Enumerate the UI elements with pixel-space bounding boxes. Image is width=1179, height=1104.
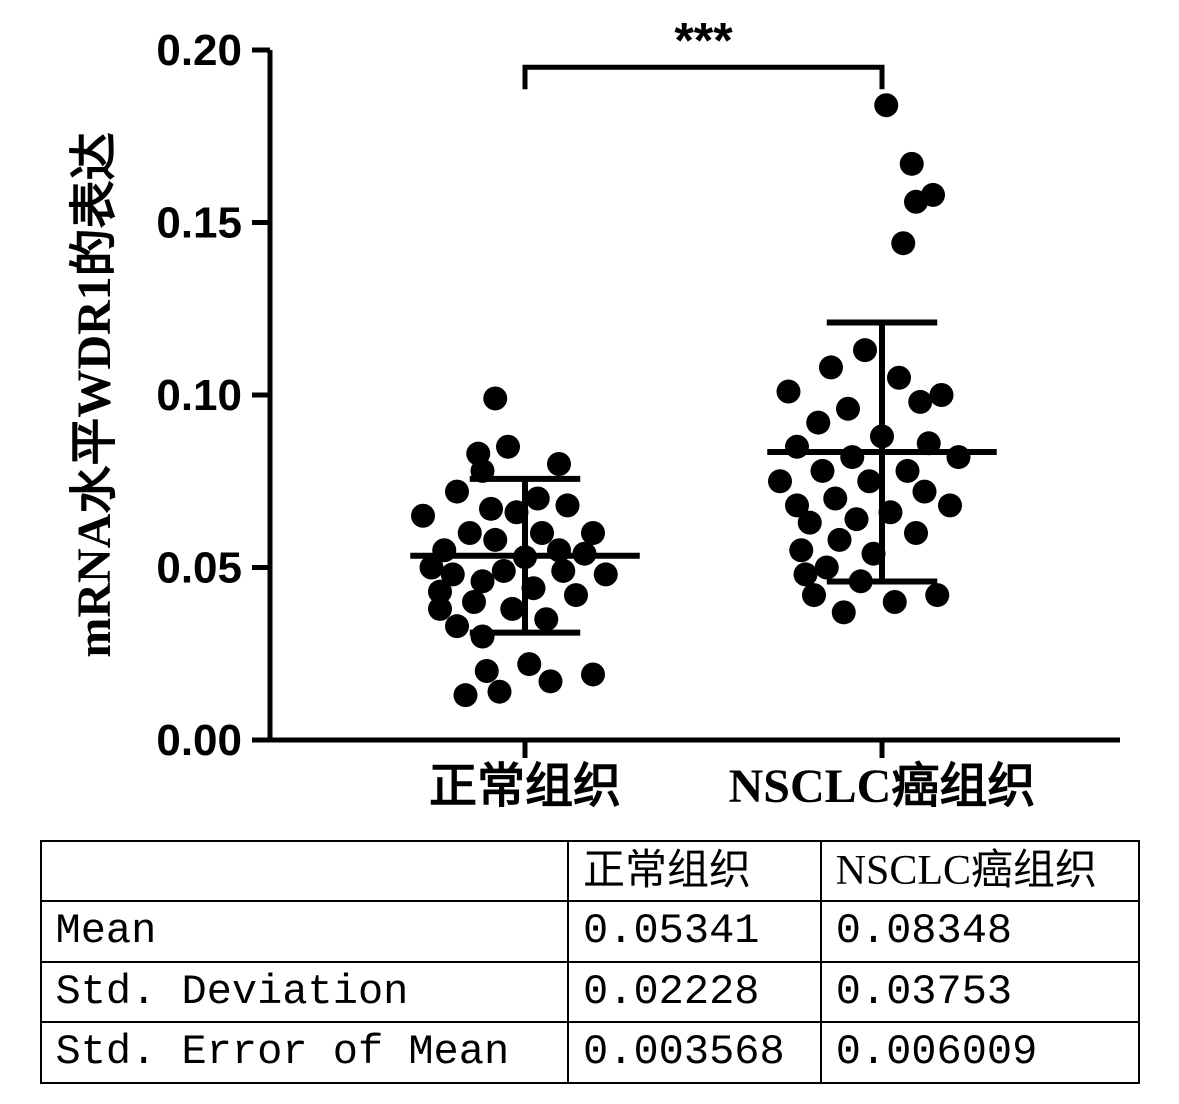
svg-text:0.15: 0.15 (156, 199, 242, 248)
svg-text:0.10: 0.10 (156, 371, 242, 420)
svg-text:0.00: 0.00 (156, 716, 242, 765)
data-point (768, 469, 792, 493)
data-point (581, 521, 605, 545)
table-header-normal: 正常组织 (568, 841, 821, 901)
x-axis-label: 正常组织 (428, 760, 620, 813)
data-point (445, 480, 469, 504)
data-point (840, 445, 864, 469)
data-point (797, 511, 821, 535)
data-point (853, 338, 877, 362)
data-point (938, 493, 962, 517)
data-point (819, 355, 843, 379)
table-header-nsclc: NSCLC癌组织 (821, 841, 1139, 901)
data-point (789, 538, 813, 562)
data-point (525, 487, 549, 511)
data-point (912, 480, 936, 504)
data-point (891, 231, 915, 255)
data-point (474, 659, 498, 683)
cell-mean-nsclc: 0.08348 (821, 901, 1139, 961)
data-point (802, 583, 826, 607)
data-point (462, 590, 486, 614)
data-point (806, 411, 830, 435)
data-point (887, 366, 911, 390)
scatter-chart: 0.00 0.05 0.10 0.15 0.20 mRNA水平WDR1的表达正常组织 NSC… (40, 20, 1140, 830)
data-point (547, 452, 571, 476)
data-point (457, 521, 481, 545)
data-point (496, 435, 520, 459)
significance-marker: *** (674, 20, 733, 68)
table-row: Mean 0.05341 0.08348 (41, 901, 1139, 961)
data-point (555, 493, 579, 517)
data-point (551, 559, 575, 583)
data-point (534, 607, 558, 631)
svg-text:0.20: 0.20 (156, 26, 242, 75)
data-point (483, 386, 507, 410)
data-point (500, 597, 524, 621)
row-label-sd: Std. Deviation (41, 962, 569, 1022)
chart-svg: 0.00 0.05 0.10 0.15 0.20 mRNA水平WDR1的表达正常组织 NSC… (40, 20, 1140, 830)
data-point (823, 487, 847, 511)
data-point (470, 625, 494, 649)
data-point (882, 590, 906, 614)
data-point (453, 683, 477, 707)
table-header-blank (41, 841, 569, 901)
data-point (836, 397, 860, 421)
data-point (440, 562, 464, 586)
table-row: Std. Error of Mean 0.003568 0.006009 (41, 1022, 1139, 1082)
y-axis-label: mRNA水平WDR1的表达 (68, 132, 121, 657)
data-point (899, 152, 923, 176)
table-header-row: 正常组织 NSCLC癌组织 (41, 841, 1139, 901)
svg-text:0.05: 0.05 (156, 544, 242, 593)
data-point (857, 469, 881, 493)
data-point (793, 562, 817, 586)
x-axis-label: NSCLC癌组织 (728, 760, 1035, 813)
data-point (946, 445, 970, 469)
cell-sem-normal: 0.003568 (568, 1022, 821, 1082)
data-point (827, 528, 851, 552)
stats-table: 正常组织 NSCLC癌组织 Mean 0.05341 0.08348 Std. … (40, 840, 1140, 1084)
data-point (831, 600, 855, 624)
data-point (483, 528, 507, 552)
data-point (844, 507, 868, 531)
cell-mean-normal: 0.05341 (568, 901, 821, 961)
data-point (411, 504, 435, 528)
data-point (921, 183, 945, 207)
cell-sd-normal: 0.02228 (568, 962, 821, 1022)
data-point (581, 662, 605, 686)
data-point (593, 562, 617, 586)
data-point (929, 383, 953, 407)
data-point (785, 435, 809, 459)
data-point (564, 583, 588, 607)
data-point (479, 497, 503, 521)
cell-sem-nsclc: 0.006009 (821, 1022, 1139, 1082)
data-point (814, 556, 838, 580)
data-point (445, 614, 469, 638)
row-label-sem: Std. Error of Mean (41, 1022, 569, 1082)
data-point (925, 583, 949, 607)
data-point (487, 680, 511, 704)
data-point (491, 559, 515, 583)
data-point (874, 93, 898, 117)
data-point (538, 669, 562, 693)
data-point (470, 569, 494, 593)
data-point (810, 459, 834, 483)
data-point (530, 521, 554, 545)
cell-sd-nsclc: 0.03753 (821, 962, 1139, 1022)
row-label-mean: Mean (41, 901, 569, 961)
data-point (895, 459, 919, 483)
data-point (776, 380, 800, 404)
table-row: Std. Deviation 0.02228 0.03753 (41, 962, 1139, 1022)
data-point (908, 390, 932, 414)
data-point (517, 652, 541, 676)
data-point (904, 521, 928, 545)
data-point (428, 597, 452, 621)
